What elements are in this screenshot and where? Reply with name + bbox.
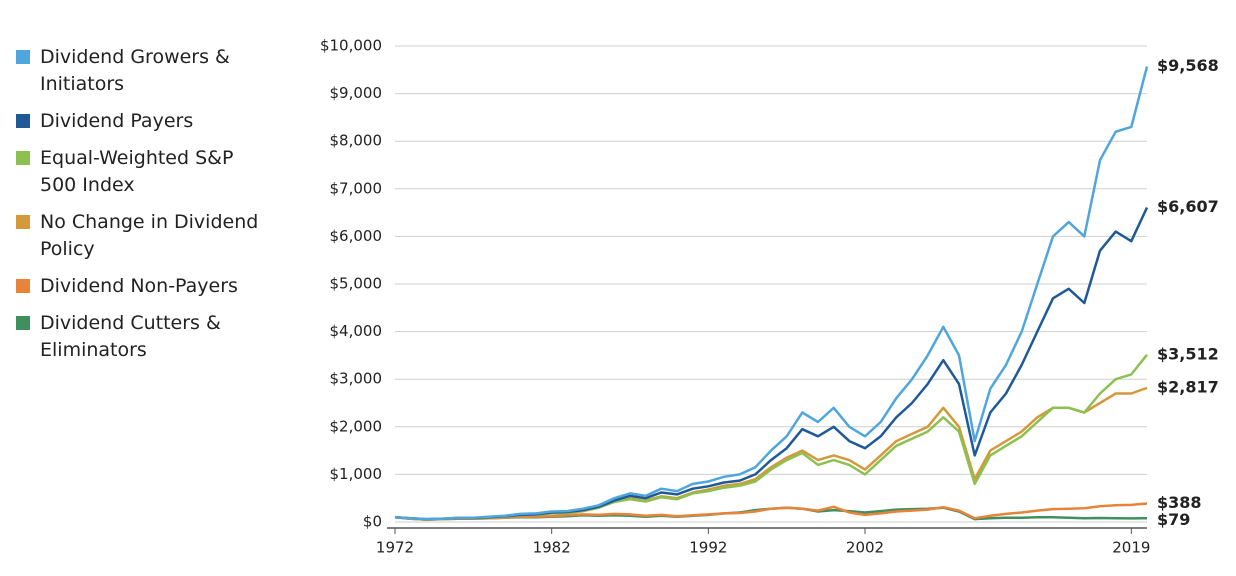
y-tick-label: $1,000 — [330, 465, 383, 483]
legend-label: No Change in Dividend Policy — [40, 211, 259, 260]
legend: Dividend Growers & Initiators Dividend Pa… — [16, 44, 266, 374]
series-line — [394, 206, 1149, 521]
end-label: $6,607 — [1157, 197, 1219, 216]
y-tick-label: $2,000 — [330, 417, 383, 435]
y-tick-label: $9,000 — [330, 84, 383, 102]
legend-swatch — [16, 151, 30, 165]
legend-swatch — [16, 279, 30, 293]
series-line — [394, 386, 1148, 521]
y-tick-label: $6,000 — [330, 227, 383, 245]
legend-item: Dividend Payers — [16, 108, 266, 135]
y-tick-label: $3,000 — [330, 370, 383, 388]
y-tick-label: $10,000 — [320, 37, 382, 55]
legend-item: Dividend Growers & Initiators — [16, 44, 266, 98]
x-tick-label: 1972 — [376, 539, 414, 557]
series-line — [394, 66, 1149, 521]
y-tick-label: $5,000 — [330, 275, 383, 293]
legend-label: Dividend Payers — [40, 110, 194, 132]
end-label: $2,817 — [1157, 377, 1219, 396]
legend-label: Dividend Cutters & Eliminators — [40, 312, 221, 361]
end-label: $79 — [1157, 510, 1190, 529]
end-label: $3,512 — [1157, 344, 1219, 363]
legend-label: Dividend Non-Payers — [40, 275, 238, 297]
legend-item: Dividend Non-Payers — [16, 273, 266, 300]
y-tick-label: $7,000 — [330, 179, 383, 197]
x-tick-label: 1982 — [533, 539, 571, 557]
x-tick-label: 1992 — [689, 539, 727, 557]
series-line — [394, 502, 1148, 521]
y-tick-label: $8,000 — [330, 132, 383, 150]
end-label: $388 — [1157, 493, 1202, 512]
legend-swatch — [16, 316, 30, 330]
legend-label: Equal-Weighted S&P 500 Index — [40, 147, 234, 196]
x-tick-label: 2019 — [1112, 539, 1150, 557]
x-tick-label: 2002 — [846, 539, 884, 557]
y-tick-label: $4,000 — [330, 322, 383, 340]
legend-swatch — [16, 114, 30, 128]
legend-swatch — [16, 215, 30, 229]
end-label: $9,568 — [1157, 56, 1219, 75]
legend-swatch — [16, 50, 30, 64]
legend-item: Dividend Cutters & Eliminators — [16, 310, 266, 364]
legend-label: Dividend Growers & Initiators — [40, 46, 230, 95]
legend-item: Equal-Weighted S&P 500 Index — [16, 145, 266, 199]
y-tick-label: $0 — [363, 513, 382, 531]
legend-item: No Change in Dividend Policy — [16, 209, 266, 263]
